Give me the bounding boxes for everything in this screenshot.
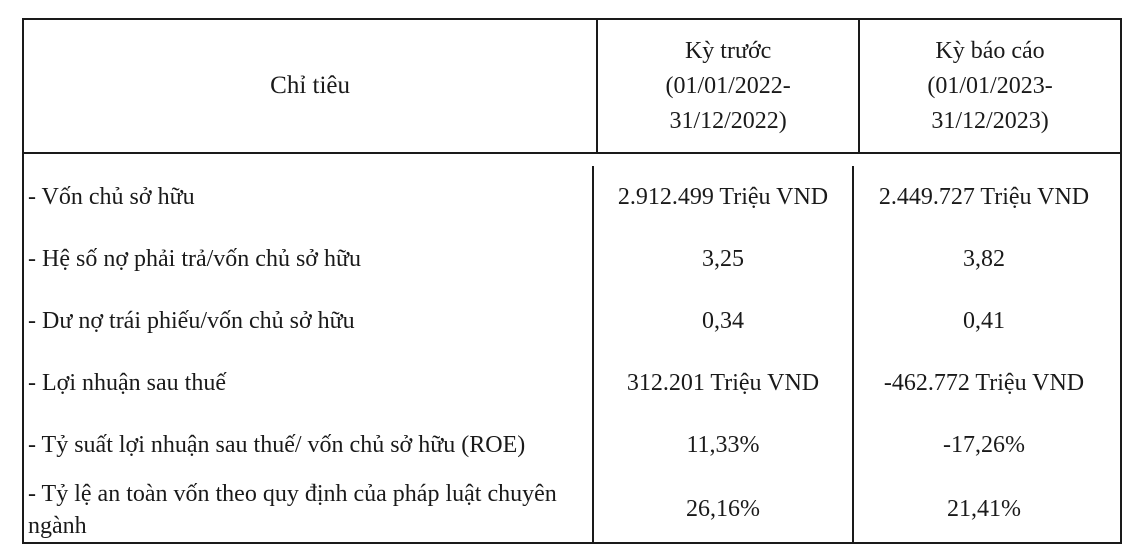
curr-value: -17,26% xyxy=(854,414,1114,476)
prev-value: 312.201 Triệu VND xyxy=(594,352,854,414)
col-header-metric-label: Chỉ tiêu xyxy=(270,72,350,99)
prev-value: 11,33% xyxy=(594,414,854,476)
col-header-curr-title: Kỳ báo cáo xyxy=(870,34,1110,69)
col-header-prev-range: (01/01/2022-31/12/2022) xyxy=(608,69,848,139)
col-header-curr: Kỳ báo cáo (01/01/2023-31/12/2023) xyxy=(859,19,1121,153)
col-header-prev: Kỳ trước (01/01/2022-31/12/2022) xyxy=(597,19,859,153)
table-row: - Lợi nhuận sau thuế312.201 Triệu VND-46… xyxy=(24,352,1120,414)
prev-value: 26,16% xyxy=(594,476,854,542)
curr-value: -462.772 Triệu VND xyxy=(854,352,1114,414)
metric-label: - Hệ số nợ phải trả/vốn chủ sở hữu xyxy=(24,228,594,290)
metric-label: - Vốn chủ sở hữu xyxy=(24,166,594,228)
financial-indicators-table: Chỉ tiêu Kỳ trước (01/01/2022-31/12/2022… xyxy=(22,18,1122,544)
prev-value: 2.912.499 Triệu VND xyxy=(594,166,854,228)
curr-value: 3,82 xyxy=(854,228,1114,290)
curr-value: 21,41% xyxy=(854,476,1114,542)
table-body: - Vốn chủ sở hữu2.912.499 Triệu VND2.449… xyxy=(24,154,1120,542)
col-header-prev-title: Kỳ trước xyxy=(608,34,848,69)
col-header-metric: Chỉ tiêu xyxy=(23,19,597,153)
curr-value: 0,41 xyxy=(854,290,1114,352)
metric-label: - Dư nợ trái phiếu/vốn chủ sở hữu xyxy=(24,290,594,352)
metric-label: - Tỷ lệ an toàn vốn theo quy định của ph… xyxy=(24,476,594,542)
prev-value: 3,25 xyxy=(594,228,854,290)
metric-label: - Tỷ suất lợi nhuận sau thuế/ vốn chủ sở… xyxy=(24,414,594,476)
col-header-curr-range: (01/01/2023-31/12/2023) xyxy=(870,69,1110,139)
prev-value: 0,34 xyxy=(594,290,854,352)
table-row: - Tỷ lệ an toàn vốn theo quy định của ph… xyxy=(24,476,1120,542)
metric-label: - Lợi nhuận sau thuế xyxy=(24,352,594,414)
table-row: - Dư nợ trái phiếu/vốn chủ sở hữu0,340,4… xyxy=(24,290,1120,352)
table-header-row: Chỉ tiêu Kỳ trước (01/01/2022-31/12/2022… xyxy=(23,19,1121,153)
curr-value: 2.449.727 Triệu VND xyxy=(854,166,1114,228)
table-row: - Hệ số nợ phải trả/vốn chủ sở hữu3,253,… xyxy=(24,228,1120,290)
table-row: - Tỷ suất lợi nhuận sau thuế/ vốn chủ sở… xyxy=(24,414,1120,476)
table-row: - Vốn chủ sở hữu2.912.499 Triệu VND2.449… xyxy=(24,154,1120,228)
